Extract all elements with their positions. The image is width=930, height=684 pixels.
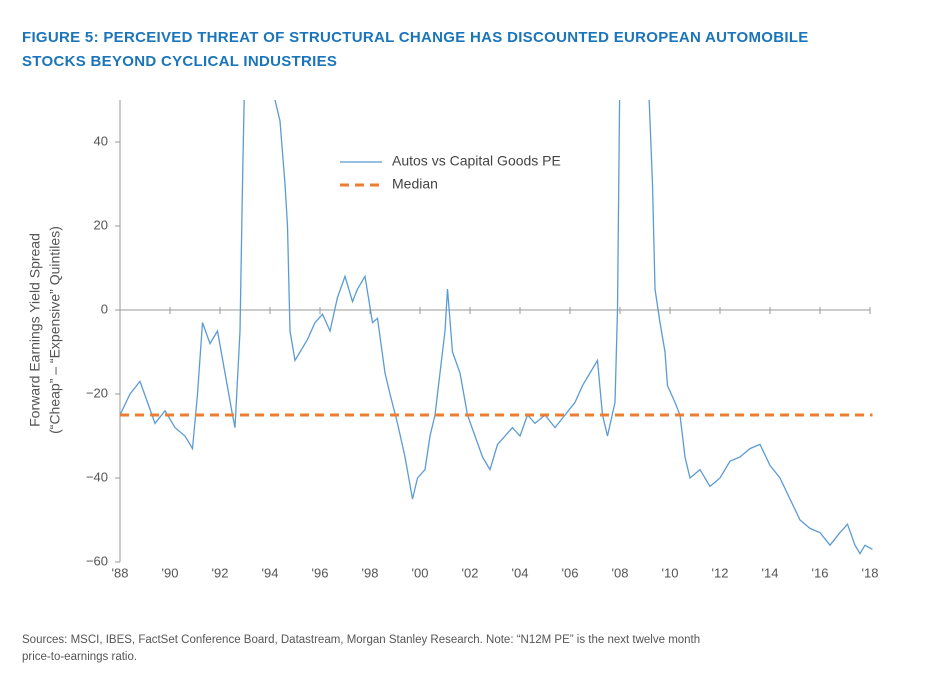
x-tick-label: '04 [512,565,529,580]
source-line: Sources: MSCI, IBES, FactSet Conference … [22,634,701,646]
x-tick-label: '06 [562,565,579,580]
y-tick-label: 40 [94,133,108,148]
x-tick-label: '10 [662,565,679,580]
x-tick-label: '14 [762,565,779,580]
x-tick-label: '16 [812,565,829,580]
legend-label: Autos vs Capital Goods PE [392,153,561,169]
y-tick-label: −40 [86,469,108,484]
x-tick-label: '94 [262,565,279,580]
y-axis-title-line: (“Cheap” – “Expensive” Quintiles) [47,226,63,434]
y-tick-label: 0 [101,301,108,316]
x-tick-label: '00 [412,565,429,580]
x-tick-label: '02 [462,565,479,580]
x-tick-label: '08 [612,565,629,580]
title-line: STOCKS BEYOND CYCLICAL INDUSTRIES [22,53,338,70]
y-tick-label: −60 [86,553,108,568]
y-axis-title-line: Forward Earnings Yield Spread [27,233,43,427]
y-axis-title: Forward Earnings Yield Spread (“Cheap” –… [27,226,63,434]
source-note: Sources: MSCI, IBES, FactSet Conference … [22,632,902,666]
x-tick-label: '88 [112,565,129,580]
x-tick-label: '98 [362,565,379,580]
x-tick-label: '92 [212,565,229,580]
y-tick-label: −20 [86,385,108,400]
legend-label: Median [392,176,438,192]
x-tick-label: '12 [712,565,729,580]
data-line [120,100,873,555]
y-tick-label: 20 [94,217,108,232]
source-line: price-to-earnings ratio. [22,651,138,663]
x-tick-label: '96 [312,565,329,580]
plot-area: −60 −40 −20 0 20 40 '88 '90 '92 '94 '96 '98 '00 '02 '0… [86,100,879,580]
title-line: FIGURE 5: PERCEIVED THREAT OF STRUCTURAL… [22,29,809,46]
chart-title: FIGURE 5: PERCEIVED THREAT OF STRUCTURAL… [22,26,902,74]
x-tick-label: '18 [862,565,879,580]
x-tick-label: '90 [162,565,179,580]
